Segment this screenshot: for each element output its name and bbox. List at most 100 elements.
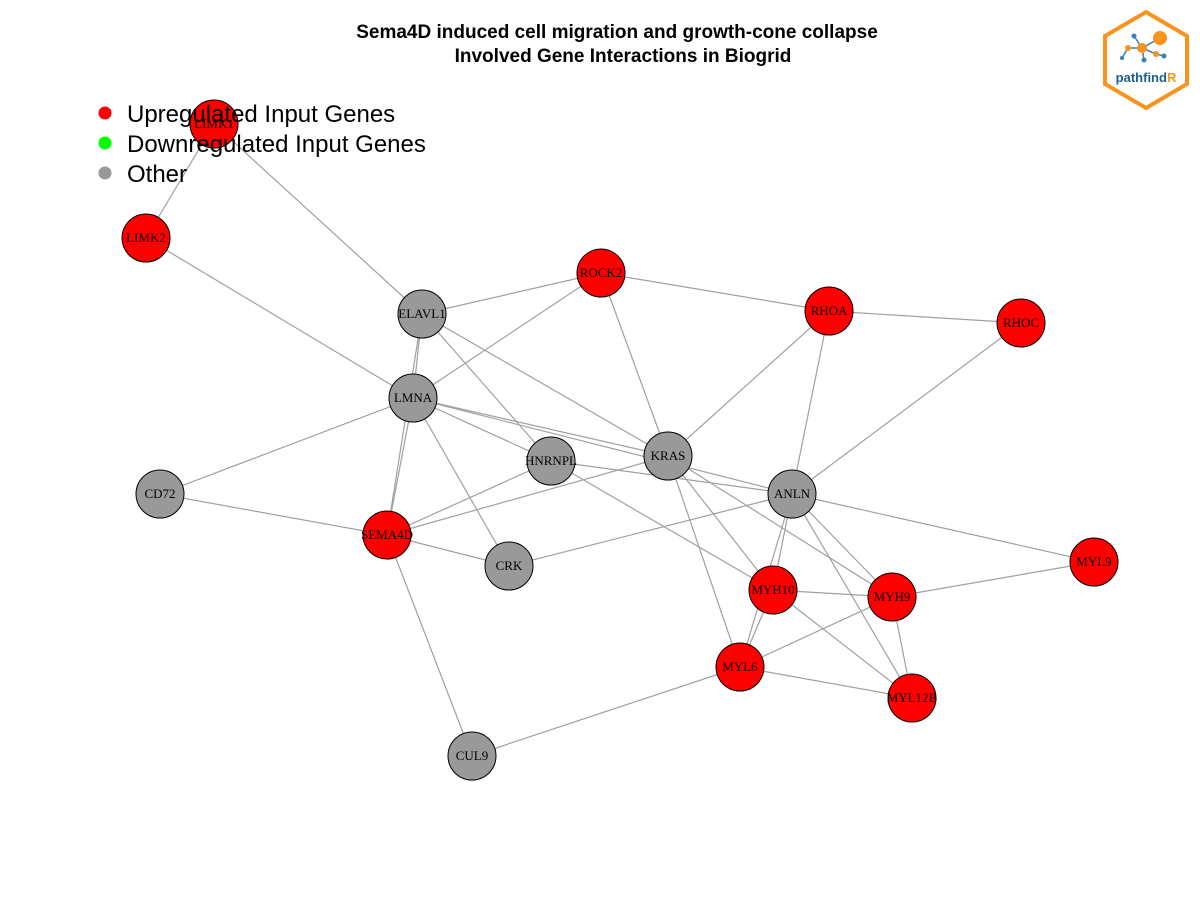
node-circle: [362, 510, 412, 560]
node-label: CRK: [496, 558, 523, 573]
edge-limk1-elavl1: [213, 123, 423, 315]
node-circle: [1069, 537, 1119, 587]
edge-lmna-kras: [412, 397, 669, 457]
node-circle: [867, 572, 917, 622]
node-myl12b: MYL12B: [887, 673, 938, 723]
node-circle: [397, 289, 447, 339]
edge-crk-anln: [508, 493, 793, 567]
legend-swatch: [98, 166, 112, 180]
legend: Upregulated Input Genes Downregulated Inp…: [98, 101, 426, 188]
node-circle: [715, 642, 765, 692]
logo-wordmark-suffix: R: [1167, 70, 1177, 85]
node-anln: ANLN: [767, 469, 817, 519]
edge-rhoa-kras: [667, 310, 830, 457]
edge-elavl1-rock2: [421, 272, 602, 315]
edge-rock2-rhoa: [600, 272, 830, 312]
node-circle: [804, 286, 854, 336]
node-label: MYH10: [751, 582, 794, 597]
edge-elavl1-sema4d: [386, 313, 423, 536]
node-circle: [388, 373, 438, 423]
node-circle: [135, 469, 185, 519]
edge-lmna-crk: [412, 397, 510, 567]
legend-swatch: [98, 136, 112, 150]
node-rhoa: RHOA: [804, 286, 854, 336]
node-circle: [189, 99, 239, 149]
title-line-1: Sema4D induced cell migration and growth…: [356, 22, 878, 43]
node-label: LIMK2: [126, 230, 166, 245]
node-myh9: MYH9: [867, 572, 917, 622]
node-limk1: LIMK1: [189, 99, 239, 149]
edge-cd72-sema4d: [159, 493, 388, 536]
node-crk: CRK: [484, 541, 534, 591]
node-circle: [526, 436, 576, 486]
edge-layer: [145, 123, 1095, 757]
node-circle: [484, 541, 534, 591]
node-label: MYH9: [874, 589, 911, 604]
edge-kras-myh10: [667, 455, 774, 591]
edge-sema4d-cul9: [386, 534, 473, 757]
pathfindr-logo: pathfindR: [1103, 9, 1189, 111]
node-label: HNRNPL: [525, 453, 577, 468]
node-circle: [121, 213, 171, 263]
edge-sema4d-hnrnpl: [386, 460, 552, 536]
node-hnrnpl: HNRNPL: [525, 436, 577, 486]
legend-swatch: [98, 106, 112, 120]
node-circle: [887, 673, 937, 723]
node-circle: [767, 469, 817, 519]
logo-wordmark-prefix: pathfind: [1116, 70, 1167, 85]
node-label: ELAVL1: [398, 306, 445, 321]
node-label: LMNA: [394, 390, 433, 405]
edge-hnrnpl-myh10: [550, 460, 774, 591]
edge-rock2-lmna: [412, 272, 602, 399]
network-icon: [1120, 31, 1167, 63]
node-sema4d: SEMA4D: [361, 510, 413, 560]
node-circle: [576, 248, 626, 298]
node-label: CD72: [144, 486, 175, 501]
edge-anln-myl12b: [791, 493, 913, 699]
edge-limk2-lmna: [145, 237, 414, 399]
logo-wordmark: pathfindR: [1116, 70, 1177, 85]
node-elavl1: ELAVL1: [397, 289, 447, 339]
edge-kras-myl6: [667, 455, 741, 668]
node-myl6: MYL6: [715, 642, 765, 692]
node-cd72: CD72: [135, 469, 185, 519]
node-label: KRAS: [651, 448, 686, 463]
node-label: MYL12B: [887, 690, 938, 705]
node-rhoc: RHOC: [996, 298, 1046, 348]
node-circle: [643, 431, 693, 481]
edge-rhoa-anln: [791, 310, 830, 495]
edge-myh10-myl12b: [772, 589, 913, 699]
node-label: RHOA: [811, 303, 848, 318]
node-circle: [748, 565, 798, 615]
edge-anln-myl9: [791, 493, 1095, 563]
title-line-2: Involved Gene Interactions in Biogrid: [455, 46, 792, 67]
node-layer: LIMK1 LIMK2 ROCK2 RHOA RHOC ELAVL1 LMNA HNRNPL K…: [121, 99, 1119, 781]
node-label: ANLN: [774, 486, 811, 501]
node-label: RHOC: [1003, 315, 1039, 330]
node-circle: [447, 731, 497, 781]
edge-lmna-hnrnpl: [412, 397, 552, 462]
node-circle: [996, 298, 1046, 348]
node-label: MYL6: [722, 659, 758, 674]
edge-lmna-cd72: [159, 397, 414, 495]
node-myl9: MYL9: [1069, 537, 1119, 587]
node-label: MYL9: [1076, 554, 1111, 569]
edge-myl6-cul9: [471, 666, 741, 757]
edge-rhoc-anln: [791, 322, 1022, 495]
legend-label: Downregulated Input Genes: [127, 131, 426, 158]
node-limk2: LIMK2: [121, 213, 171, 263]
node-label: CUL9: [456, 748, 489, 763]
edge-elavl1-kras: [421, 313, 669, 457]
edge-rhoa-rhoc: [828, 310, 1022, 324]
node-label: ROCK2: [580, 265, 623, 280]
node-label: LIMK1: [194, 116, 234, 131]
node-kras: KRAS: [643, 431, 693, 481]
node-label: SEMA4D: [361, 527, 413, 542]
edge-rock2-kras: [600, 272, 669, 457]
edge-sema4d-kras: [386, 455, 669, 536]
node-myh10: MYH10: [748, 565, 798, 615]
edge-elavl1-hnrnpl: [421, 313, 552, 462]
node-cul9: CUL9: [447, 731, 497, 781]
